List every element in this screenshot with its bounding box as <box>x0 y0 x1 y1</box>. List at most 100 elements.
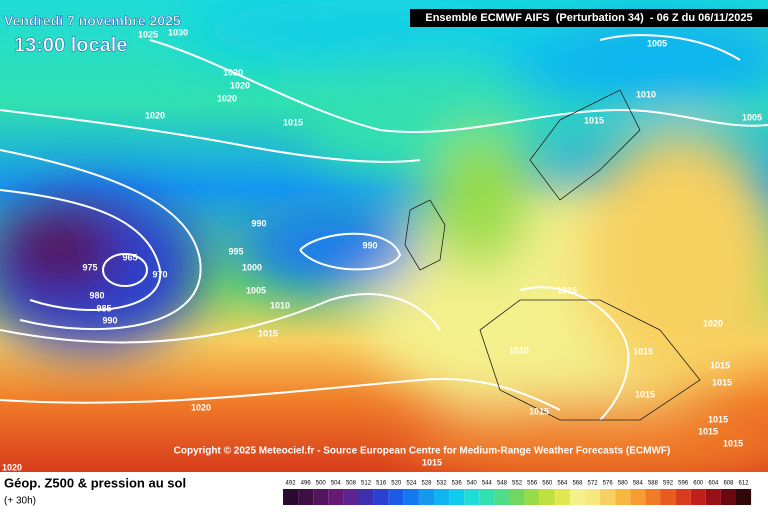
colorbar-swatch <box>720 489 736 505</box>
isobar-label: 1020 <box>230 80 250 90</box>
copyright: Copyright © 2025 Meteociel.fr - Source E… <box>174 446 671 457</box>
colorbar-label: 532 <box>437 481 448 487</box>
colorbar-label: 548 <box>497 481 508 487</box>
footer-lead: (+ 30h) <box>4 496 36 507</box>
isobar-labels: 1025 1030 1005 1020 1020 1020 1010 1020 1015 1015… <box>2 27 762 472</box>
colorbar-label: 504 <box>331 481 342 487</box>
model-box <box>410 9 768 27</box>
colorbar-label: 556 <box>527 481 538 487</box>
colorbar-label: 544 <box>482 481 493 487</box>
isobar-label: 990 <box>251 218 266 228</box>
colorbar-swatch <box>600 489 616 505</box>
colorbar-swatch <box>434 489 450 505</box>
isobar-label: 1015 <box>557 285 577 295</box>
colorbar-swatch <box>373 489 389 505</box>
isobar-label: 1015 <box>529 406 549 416</box>
colorbar-label: 520 <box>391 481 402 487</box>
colorbar-swatch <box>585 489 601 505</box>
colorbar-label: 524 <box>406 481 417 487</box>
colorbar-swatch <box>449 489 465 505</box>
isobar-label: 985 <box>96 303 111 313</box>
colorbar-swatch <box>615 489 631 505</box>
isobar-label: 975 <box>82 262 97 272</box>
colorbar-swatch <box>539 489 555 505</box>
isobar-label: 1025 <box>138 29 158 39</box>
colorbar-swatch <box>705 489 721 505</box>
colorbar-swatch <box>418 489 434 505</box>
colorbar-swatch <box>524 489 540 505</box>
colorbar-label: 584 <box>633 481 644 487</box>
colorbar-swatch <box>645 489 661 505</box>
colorbar-swatch <box>554 489 570 505</box>
isobar-label: 1015 <box>710 360 730 370</box>
isobar-label: 1010 <box>636 89 656 99</box>
colorbar-swatch <box>388 489 404 505</box>
isobar-label: 1005 <box>647 38 667 48</box>
colorbar-swatch <box>283 489 299 505</box>
colorbar-swatch <box>630 489 646 505</box>
colorbar-label: 588 <box>648 481 659 487</box>
isobar-label: 1020 <box>703 318 723 328</box>
isobar-label: 1005 <box>742 112 762 122</box>
isobar-label: 1020 <box>145 110 165 120</box>
colorbar-label: 508 <box>346 481 357 487</box>
colorbar: 492 496 500 504 508 512 516 520 524 528 532 536 540 5… <box>283 481 752 505</box>
colorbar-swatch <box>403 489 419 505</box>
colorbar-label: 600 <box>693 481 704 487</box>
colorbar-label: 540 <box>467 481 478 487</box>
isobar-label: 1010 <box>270 300 290 310</box>
colorbar-swatch <box>690 489 706 505</box>
colorbar-swatch <box>675 489 691 505</box>
colorbar-swatch <box>494 489 510 505</box>
isobar-label: 1015 <box>584 115 604 125</box>
isobar-label: 980 <box>89 290 104 300</box>
colorbar-label: 604 <box>708 481 719 487</box>
colorbar-swatch <box>313 489 329 505</box>
colorbar-label: 576 <box>603 481 614 487</box>
isobar-label: 1030 <box>168 27 188 37</box>
isobar-label: 1015 <box>712 377 732 387</box>
isobar-label: 1015 <box>422 457 442 467</box>
colorbar-label: 492 <box>286 481 297 487</box>
colorbar-swatch <box>464 489 480 505</box>
colorbar-swatch <box>660 489 676 505</box>
colorbar-label: 580 <box>618 481 629 487</box>
colorbar-label: 516 <box>376 481 387 487</box>
colorbar-swatch <box>358 489 374 505</box>
isobar-label: 1015 <box>633 346 653 356</box>
isobar-label: 995 <box>228 246 243 256</box>
colorbar-label: 608 <box>723 481 734 487</box>
map-area: 1025 1030 1005 1020 1020 1020 1010 1020 1015 1015… <box>0 0 768 480</box>
isobar-label: 1020 <box>223 67 243 77</box>
isobar-label: 1015 <box>698 426 718 436</box>
colorbar-label: 612 <box>739 481 750 487</box>
colorbar-label: 536 <box>452 481 463 487</box>
isobar-label: 1000 <box>242 262 262 272</box>
colorbar-label: 596 <box>678 481 689 487</box>
isobar-label: 970 <box>152 269 167 279</box>
isobar-label: 1020 <box>217 93 237 103</box>
time: 13:00 locale <box>14 34 127 56</box>
isobar-label: 990 <box>362 240 377 250</box>
isobar-label: 1020 <box>2 462 22 472</box>
colorbar-label: 572 <box>588 481 599 487</box>
isobar-label: 1015 <box>283 117 303 127</box>
colorbar-label: 496 <box>301 481 312 487</box>
isobar-label: 1015 <box>635 389 655 399</box>
isobar-label: 990 <box>102 315 117 325</box>
isobar-label: 1015 <box>708 414 728 424</box>
colorbar-label: 564 <box>557 481 568 487</box>
colorbar-label: 500 <box>316 481 327 487</box>
colorbar-swatch <box>298 489 314 505</box>
colorbar-label: 528 <box>421 481 432 487</box>
colorbar-label: 568 <box>572 481 583 487</box>
colorbar-label: 552 <box>512 481 523 487</box>
isobar-label: 1005 <box>246 285 266 295</box>
colorbar-swatch <box>328 489 344 505</box>
colorbar-swatch <box>736 489 752 505</box>
isobar-label: 1015 <box>258 328 278 338</box>
colorbar-swatch <box>479 489 495 505</box>
colorbar-swatch <box>343 489 359 505</box>
isobar-label: 1010 <box>509 345 529 355</box>
